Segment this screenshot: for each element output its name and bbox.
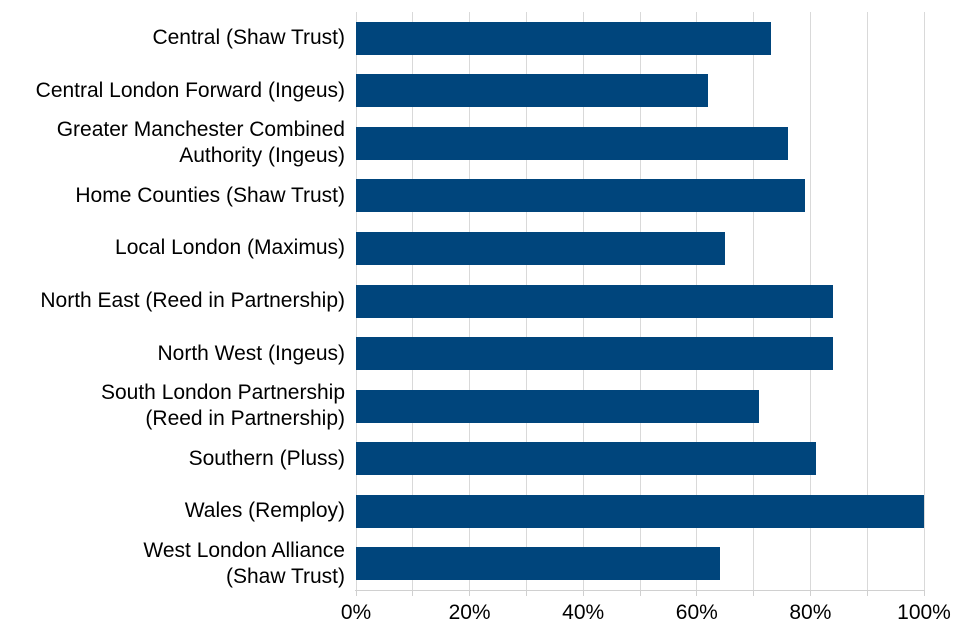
- bar-8: [356, 389, 760, 423]
- category-label-line: Central London Forward (Ingeus): [35, 78, 345, 102]
- x-axis-tick-70pct: [753, 590, 755, 596]
- x-axis-tick-100pct: [923, 590, 925, 596]
- x-axis-tick-50pct: [639, 590, 641, 596]
- bar-2: [356, 74, 709, 108]
- category-label-line: Central (Shaw Trust): [152, 26, 345, 50]
- category-label-6: North East (Reed in Partnership): [40, 288, 345, 314]
- category-label-10: Wales (Remploy): [185, 498, 345, 524]
- gridline-90pct: [866, 12, 868, 590]
- category-label-3: Greater Manchester Combined Authority (In…: [57, 117, 345, 169]
- bar-5: [356, 231, 726, 265]
- bar-7: [356, 337, 834, 371]
- bar-9: [356, 442, 817, 476]
- category-label-line: North West (Ingeus): [157, 341, 345, 365]
- x-axis-tick-90pct: [866, 590, 868, 596]
- category-label-line: Greater Manchester Combined: [56, 118, 345, 142]
- bar-4: [356, 179, 805, 213]
- x-axis-tick-80pct: [809, 590, 811, 596]
- category-label-line: West London Alliance: [143, 538, 345, 562]
- category-label-9: Southern (Pluss): [189, 446, 345, 472]
- category-label-line: (Shaw Trust): [225, 564, 345, 588]
- x-axis-tick-10pct: [412, 590, 414, 596]
- category-label-8: South London Partnership (Reed in Partner…: [101, 380, 345, 432]
- category-label-line: (Reed in Partnership): [145, 407, 345, 431]
- x-axis-tick-30pct: [525, 590, 527, 596]
- x-axis-tick-20pct: [469, 590, 471, 596]
- bar-11: [356, 547, 720, 581]
- bar-1: [356, 21, 771, 55]
- bar-10: [356, 494, 924, 528]
- x-axis-tick-40pct: [582, 590, 584, 596]
- bar-3: [356, 126, 788, 160]
- x-axis-tick-0pct: [355, 590, 357, 596]
- category-label-11: West London Alliance (Shaw Trust): [143, 538, 345, 590]
- gridline-100pct: [923, 12, 925, 590]
- x-axis-tick-60pct: [696, 590, 698, 596]
- category-label-line: Wales (Remploy): [184, 499, 345, 523]
- category-label-1: Central (Shaw Trust): [152, 25, 345, 51]
- category-label-line: Home Counties (Shaw Trust): [75, 183, 345, 207]
- category-label-line: Local London (Maximus): [115, 236, 345, 260]
- x-tick-label-0pct: 0%: [340, 601, 372, 624]
- category-label-2: Central London Forward (Ingeus): [36, 78, 345, 104]
- x-tick-label-100pct: 100%: [897, 601, 951, 624]
- category-label-line: South London Partnership: [100, 381, 345, 405]
- category-label-5: Local London (Maximus): [115, 235, 345, 261]
- x-tick-label-80pct: 80%: [789, 601, 832, 624]
- x-tick-label-60pct: 60%: [675, 601, 718, 624]
- category-label-line: Authority (Ingeus): [179, 144, 345, 168]
- x-tick-label-20pct: 20%: [448, 601, 491, 624]
- bar-6: [356, 284, 834, 318]
- category-label-line: North East (Reed in Partnership): [40, 289, 345, 312]
- category-label-line: Southern (Pluss): [188, 446, 345, 470]
- x-tick-label-40pct: 40%: [562, 601, 605, 624]
- category-label-7: North West (Ingeus): [157, 341, 345, 367]
- category-label-4: Home Counties (Shaw Trust): [75, 183, 345, 209]
